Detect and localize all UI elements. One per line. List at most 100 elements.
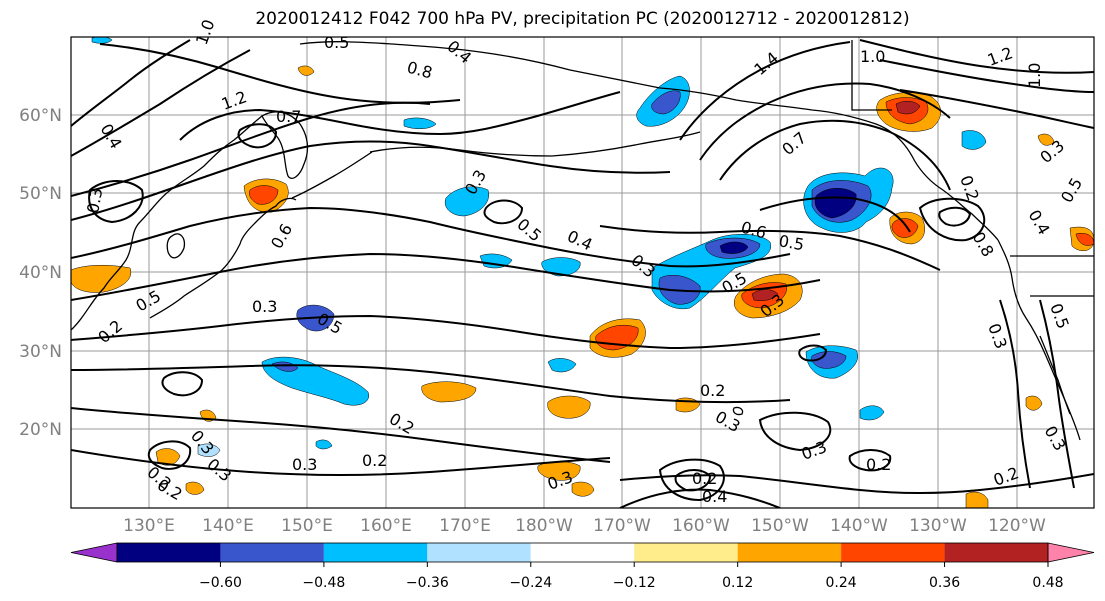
- lon-label: 180°W: [515, 516, 573, 536]
- pv-contour: [719, 119, 951, 191]
- pv-contour-ring: [483, 199, 524, 225]
- pv-contours: [71, 39, 1094, 508]
- contour-label: 1.0: [1025, 63, 1044, 88]
- precip-shade-mexico: [1025, 395, 1043, 411]
- pv-contour: [619, 488, 781, 508]
- precip-shade-east-pacific-tropics: [965, 491, 989, 508]
- coast-hawaii: [732, 406, 744, 416]
- colorbar-outline: [116, 542, 1049, 563]
- map-title: 2020012412 F042 700 hPa PV, precipitatio…: [255, 9, 910, 29]
- precip-shade-gulf-front-core: [751, 289, 779, 301]
- colorbar-extend-high: [1047, 542, 1095, 563]
- colorbar-box: [841, 543, 945, 562]
- lat-label-40n: 40°N: [19, 263, 62, 283]
- colorbar-tick-label: 0.12: [722, 575, 753, 591]
- pv-contour: [71, 101, 431, 197]
- pv-contour-ring: [848, 449, 892, 472]
- contour-label: 0.3: [83, 186, 106, 214]
- precip-shade-pacific-northwest-mid: [891, 218, 919, 238]
- precip-shade-northeast-pacific-core: [811, 351, 847, 369]
- precip-shade-bering: [91, 37, 113, 44]
- contour-label: 0.5: [324, 33, 349, 52]
- lat-label-50n: 50°N: [19, 184, 62, 204]
- contour-label: 0.2: [362, 451, 387, 470]
- precip-shade-east-of-japan: [403, 117, 437, 129]
- precip-shade-kuril: [444, 186, 490, 217]
- longitude-labels: 130°E 140°E 150°E 160°E 170°E 180°W 170°…: [123, 516, 1046, 536]
- colorbar-box: [944, 543, 1048, 562]
- pv-contour: [71, 364, 791, 404]
- pv-contour: [71, 49, 251, 157]
- pv-contour-ring: [658, 458, 725, 502]
- lat-label-20n: 20°N: [19, 420, 62, 440]
- map-frame: [70, 36, 1095, 509]
- coast-kuril-islands: [291, 151, 373, 199]
- precip-shade-central-north-pacific-core: [814, 188, 857, 219]
- colorbar-box: [530, 543, 635, 562]
- lon-label: 130°E: [123, 516, 175, 536]
- precip-shade-philippine-sea: [185, 481, 205, 495]
- precip-shade-alaska-panhandle: [1037, 133, 1055, 146]
- precip-shade-bering-east: [297, 65, 315, 76]
- lon-label: 140°W: [830, 516, 888, 536]
- contour-label: 0.4: [702, 487, 727, 506]
- pv-contour: [679, 41, 851, 141]
- precip-shade-tropical-band: [547, 395, 591, 419]
- colorbar-box: [117, 543, 221, 562]
- pv-contour: [71, 252, 821, 301]
- precip-shade-gulf-band-core: [719, 241, 749, 254]
- pv-contour: [179, 91, 621, 141]
- lon-label: 150°W: [751, 516, 809, 536]
- coast-japan: [149, 197, 297, 319]
- pv-contour-ring: [88, 180, 144, 224]
- pv-contour-ring: [918, 197, 986, 242]
- precip-shade-tropical-south: [571, 481, 595, 497]
- coast-bering-north: [299, 41, 661, 89]
- colorbar: −0.60 −0.48 −0.36 −0.24 −0.12 0.12 0.24 0.36 0.4…: [70, 542, 1095, 591]
- coast-canada-alaska-border: [851, 40, 892, 111]
- pv-contour: [619, 473, 1094, 494]
- pv-contour: [759, 196, 911, 233]
- pv-contour-ring: [798, 344, 828, 362]
- pv-contour: [699, 82, 951, 161]
- contour-label: 0.2: [866, 455, 891, 474]
- colorbar-box: [323, 543, 428, 562]
- contour-label: 0.2: [700, 381, 725, 400]
- precip-shade-japan-mid: [249, 185, 279, 205]
- pv-contour: [899, 89, 1094, 129]
- pv-contour-ring: [147, 440, 192, 470]
- precip-shade-aleutian-west-mid: [651, 90, 681, 115]
- colorbar-tick-label: 0.24: [826, 575, 857, 591]
- pv-contour: [71, 314, 821, 350]
- contour-label: 0.7: [276, 107, 301, 126]
- precip-shade-tropics: [315, 439, 333, 450]
- pv-contour: [859, 39, 1094, 74]
- pv-contour-ring: [674, 469, 712, 492]
- contour-label: 0.3: [292, 455, 317, 474]
- pv-contour: [879, 59, 1094, 93]
- colorbar-tick-label: −0.48: [302, 575, 345, 591]
- colorbar-box: [737, 543, 842, 562]
- pv-contour: [71, 449, 611, 476]
- latitude-labels: 60°N 50°N 40°N 30°N 20°N: [19, 106, 62, 440]
- colorbar-tick-label: −0.12: [613, 575, 656, 591]
- lon-label: 160°W: [672, 516, 730, 536]
- pv-contour: [71, 206, 791, 268]
- pv-contour: [71, 39, 191, 127]
- colorbar-tick-label: −0.60: [199, 575, 242, 591]
- lat-label-30n: 30°N: [19, 342, 62, 362]
- pv-contour: [71, 407, 611, 463]
- lon-label: 170°W: [593, 516, 651, 536]
- colorbar-tick-label: −0.36: [406, 575, 449, 591]
- precip-shade-marianas: [197, 443, 221, 457]
- precip-shade-alaska: [961, 130, 987, 150]
- coast-asia: [71, 115, 263, 331]
- map-panel: [70, 36, 1095, 509]
- contour-label: 1.0: [860, 47, 885, 66]
- colorbar-tick-label: −0.24: [509, 575, 552, 591]
- coast-aleutian-islands: [369, 131, 701, 157]
- precip-shade-mid-pacific: [547, 358, 577, 373]
- pv-contour-ring: [938, 206, 972, 227]
- precip-shade-canada-coast-core: [1075, 233, 1094, 246]
